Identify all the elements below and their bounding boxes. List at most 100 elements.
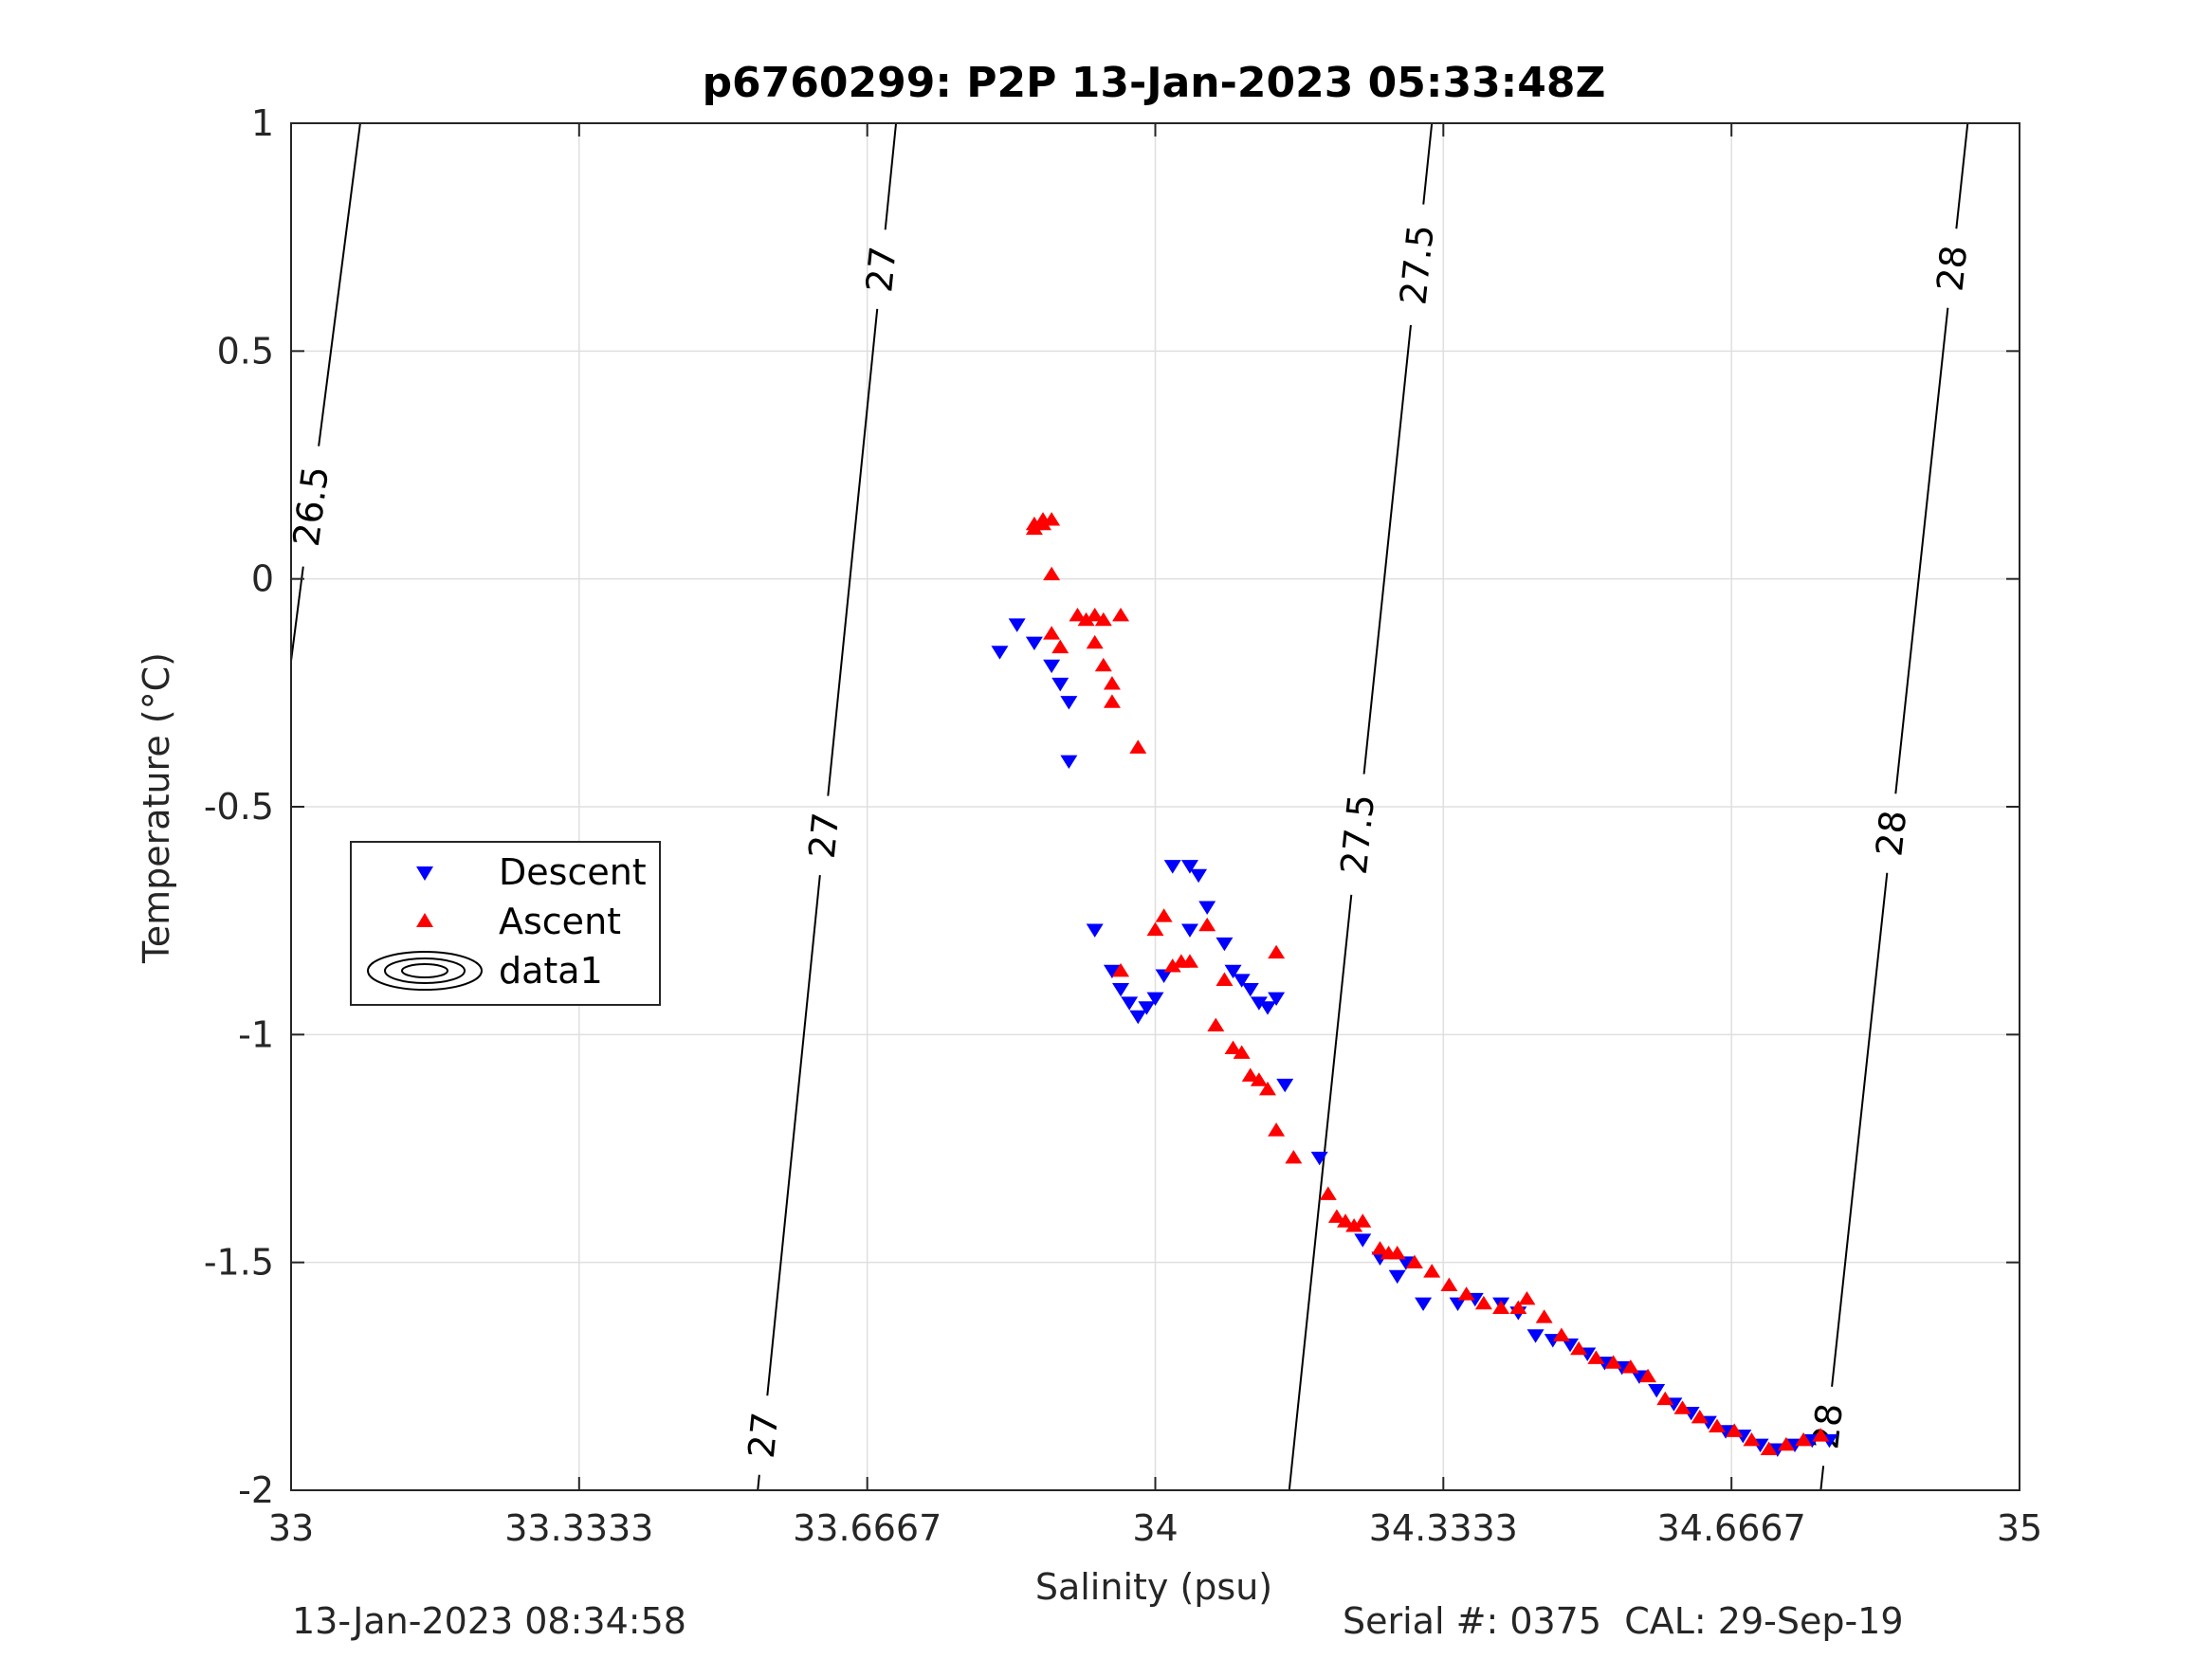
x-tick-label: 33.6667 [793, 1507, 941, 1549]
descent-point [1155, 969, 1173, 983]
ascent-point [1051, 639, 1069, 654]
isopycnal-line [1362, 324, 1412, 775]
ascent-point [1345, 1218, 1363, 1232]
footer-timestamp: 13-Jan-2023 08:34:58 [292, 1600, 686, 1642]
ascent-point [1103, 676, 1121, 690]
ascent-point [1535, 1309, 1553, 1323]
legend-label: Ascent [499, 901, 621, 942]
ascent-point [1354, 1213, 1372, 1228]
descent-point [1241, 982, 1259, 997]
ascent-point [1795, 1432, 1813, 1447]
descent-point [1276, 1078, 1294, 1093]
ascent-point [1112, 962, 1130, 977]
y-tick-label: 0 [251, 558, 274, 600]
descent-point [1163, 860, 1181, 874]
y-tick-label: -1 [238, 1013, 274, 1055]
y-tick-label: -0.5 [204, 786, 274, 828]
descent-point [1138, 1001, 1156, 1015]
descent-point [1562, 1338, 1580, 1353]
descent-point [1354, 1233, 1372, 1248]
descent-point [1310, 1151, 1328, 1166]
descent-point [1043, 659, 1061, 674]
descent-point [1648, 1383, 1666, 1398]
ascent-point [1224, 1040, 1242, 1055]
ascent-point [1043, 566, 1061, 581]
footer-serial-cal: Serial #: 0375 CAL: 29-Sep-19 [1343, 1600, 1904, 1642]
isopycnal-line [1955, 122, 1969, 229]
ascent-point [1034, 516, 1052, 531]
isopycnal-label: 27.5 [1333, 793, 1383, 877]
ascent-point [1268, 1122, 1286, 1137]
ascent-point [1691, 1409, 1709, 1424]
x-tick-label: 34.6667 [1657, 1507, 1806, 1549]
ascent-point [1146, 921, 1164, 937]
ascent-point [1319, 1186, 1337, 1200]
legend-label: Descent [499, 851, 647, 893]
ascent-point [1250, 1072, 1268, 1086]
isopycnal-line [1831, 872, 1889, 1387]
isopycnal-line [1894, 307, 1949, 794]
isopycnal-line [884, 122, 898, 230]
isopycnal-label: 28 [1868, 809, 1914, 859]
isopycnal-line [290, 566, 304, 662]
descent-point [991, 646, 1009, 660]
y-tick-label: -2 [238, 1469, 274, 1511]
descent-point [1216, 937, 1234, 952]
ascent-point [1198, 917, 1216, 932]
ascent-point [1457, 1286, 1475, 1301]
ascent-point [1423, 1264, 1441, 1278]
ascent-point [1509, 1300, 1527, 1315]
ascent-point [1492, 1300, 1510, 1315]
x-tick-label: 33.3333 [504, 1507, 653, 1549]
ascent-point [1440, 1277, 1458, 1291]
ascent-point [1285, 1150, 1303, 1164]
data-points [991, 512, 1838, 1457]
descent-point [1060, 696, 1078, 710]
descent-point [1415, 1297, 1433, 1312]
isopycnal-label: 27 [858, 245, 905, 295]
descent-point [1258, 1001, 1276, 1015]
legend-descent-icon [416, 866, 433, 881]
descent-point [1250, 996, 1268, 1011]
legend-label: data1 [499, 950, 603, 992]
descent-point [1086, 923, 1104, 938]
descent-point [1526, 1329, 1545, 1343]
descent-point [1268, 992, 1286, 1006]
ascent-point [1552, 1327, 1570, 1341]
isopycnal-line [757, 1474, 760, 1491]
ascent-point [1207, 1017, 1225, 1032]
descent-point [1008, 618, 1026, 632]
x-tick-label: 33 [268, 1507, 314, 1549]
isopycnal-label: 27 [801, 811, 848, 861]
legend: Descent Ascent data1 [350, 841, 661, 1006]
ascent-point [1639, 1368, 1657, 1383]
descent-point [1051, 677, 1069, 692]
legend-contour-icon [384, 957, 466, 984]
legend-ascent-icon [416, 913, 433, 927]
legend-contour-icon [401, 963, 448, 978]
y-tick-label: -1.5 [204, 1242, 274, 1284]
descent-point [1224, 964, 1242, 979]
ascent-point [1155, 908, 1173, 922]
ascent-point [1163, 958, 1181, 973]
legend-contour-icon [367, 951, 483, 991]
isopycnal-line [1819, 1466, 1825, 1491]
ascent-point [1587, 1350, 1605, 1364]
ascent-point [1103, 694, 1121, 708]
ascent-point [1405, 1254, 1423, 1268]
ascent-point [1708, 1418, 1726, 1433]
isopycnal-label: 28 [1929, 244, 1975, 294]
descent-point [1180, 923, 1198, 938]
descent-point [1129, 1010, 1147, 1025]
ascent-point [1604, 1355, 1622, 1369]
descent-point [1449, 1297, 1467, 1312]
isopycnal-line [827, 308, 879, 796]
ascent-point [1371, 1241, 1389, 1255]
isopycnal-line [1422, 122, 1434, 205]
x-tick-label: 34.3333 [1369, 1507, 1518, 1549]
ascent-point [1474, 1295, 1492, 1310]
descent-point [1060, 755, 1078, 770]
descent-point [1112, 982, 1130, 997]
